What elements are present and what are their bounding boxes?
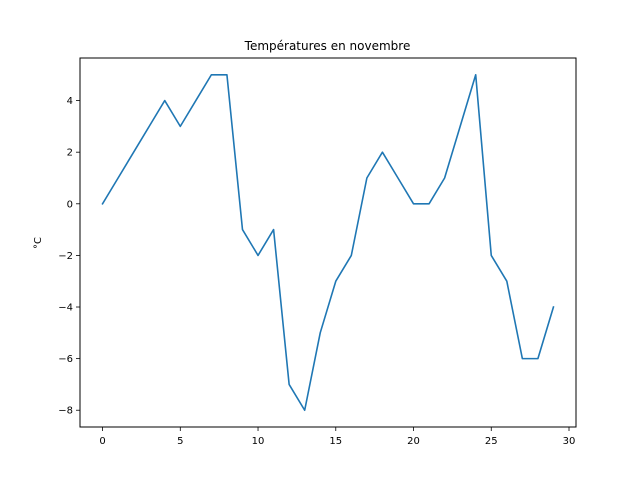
y-tick-label: 0 (67, 199, 73, 210)
y-tick-label: −2 (58, 251, 73, 262)
x-tick-label: 25 (485, 436, 498, 447)
y-axis: −8 −6 −4 −2 0 2 4 (58, 96, 80, 417)
x-tick-label: 0 (99, 436, 105, 447)
series-line (101, 73, 555, 412)
x-tick-label: 5 (177, 436, 183, 447)
x-tick-label: 20 (407, 436, 420, 447)
y-tick-label: 2 (67, 148, 73, 159)
x-tick-label: 15 (329, 436, 342, 447)
y-tick-label: 4 (67, 96, 73, 107)
series-layer (101, 73, 555, 412)
x-tick-label: 10 (252, 436, 265, 447)
y-tick-label: −8 (58, 406, 73, 417)
chart-title: Températures en novembre (244, 39, 411, 53)
y-tick-label: −6 (58, 354, 73, 365)
plot-frame (79, 57, 577, 428)
x-axis: 0 5 10 15 20 25 30 (99, 427, 575, 447)
y-tick-label: −4 (58, 303, 73, 314)
y-axis-label: °C (33, 237, 44, 249)
x-tick-label: 30 (563, 436, 576, 447)
